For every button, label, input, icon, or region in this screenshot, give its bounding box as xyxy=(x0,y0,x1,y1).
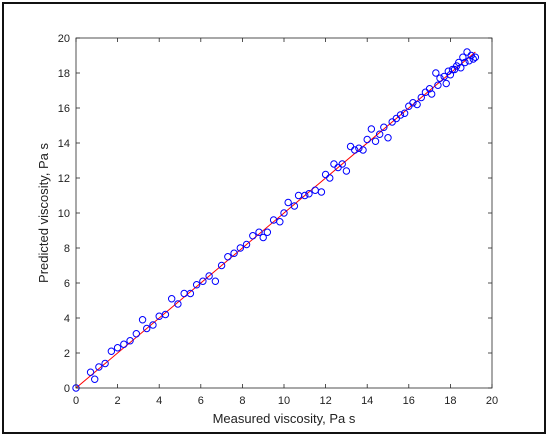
y-tick-label: 18 xyxy=(58,68,70,80)
data-point xyxy=(380,123,388,131)
y-tick-label: 10 xyxy=(58,208,70,220)
data-point xyxy=(432,69,440,77)
data-point xyxy=(107,347,116,355)
data-point xyxy=(211,277,220,285)
data-point xyxy=(217,261,226,270)
data-point xyxy=(413,100,421,109)
scatter-plot: 0 2 4 6 8 10 12 14 16 18 20 0 2 4 6 8 10 12 14 16 18 20 Meas… xyxy=(36,33,498,426)
data-point xyxy=(143,324,151,333)
data-point xyxy=(113,344,122,352)
x-tick-label: 0 xyxy=(73,395,79,407)
data-point xyxy=(471,53,480,61)
x-tick-label: 16 xyxy=(403,395,415,407)
data-point xyxy=(375,130,384,138)
data-point xyxy=(305,190,313,198)
data-point xyxy=(417,93,425,102)
data-point xyxy=(138,316,147,324)
data-point xyxy=(199,277,207,285)
y-tick-label: 16 xyxy=(58,103,70,115)
data-point xyxy=(301,191,309,200)
x-axis-ticks: 0 2 4 6 8 10 12 14 16 18 20 xyxy=(73,38,498,407)
y-tick-label: 6 xyxy=(64,278,70,290)
data-point xyxy=(396,111,405,119)
data-point xyxy=(276,218,284,226)
data-point xyxy=(284,198,292,207)
series-layer xyxy=(72,48,480,392)
data-point xyxy=(255,228,263,236)
x-tick-label: 20 xyxy=(486,395,498,407)
data-point xyxy=(342,167,351,175)
data-point xyxy=(91,375,99,383)
figure-frame: 0 2 4 6 8 10 12 14 16 18 20 0 2 4 6 8 10 12 14 16 18 20 Meas… xyxy=(2,2,546,434)
x-tick-label: 2 xyxy=(115,395,121,407)
data-point xyxy=(367,125,376,133)
data-point xyxy=(371,137,380,145)
data-point xyxy=(120,340,128,348)
data-point xyxy=(86,368,95,376)
data-point xyxy=(359,146,367,154)
x-tick-label: 4 xyxy=(156,395,162,407)
data-point xyxy=(400,109,409,117)
data-point xyxy=(363,135,371,144)
x-tick-label: 18 xyxy=(444,395,456,407)
data-point xyxy=(436,74,444,82)
y-tick-label: 20 xyxy=(58,33,70,45)
data-point xyxy=(242,240,251,249)
data-point xyxy=(469,55,477,63)
data-point xyxy=(263,228,272,236)
y-tick-label: 0 xyxy=(64,383,70,395)
fit-line xyxy=(75,51,476,389)
data-point xyxy=(95,363,103,371)
data-point xyxy=(409,99,417,107)
y-axis-label: Predicted viscosity, Pa s xyxy=(36,143,51,283)
data-point xyxy=(317,188,326,196)
x-axis-label: Measured viscosity, Pa s xyxy=(213,411,356,426)
data-point xyxy=(351,146,359,154)
data-point xyxy=(457,64,465,72)
data-point xyxy=(249,232,257,240)
x-tick-label: 14 xyxy=(361,395,373,407)
data-point xyxy=(230,249,238,257)
y-tick-label: 8 xyxy=(64,243,70,255)
data-point xyxy=(434,81,442,89)
data-point xyxy=(167,295,176,303)
data-point xyxy=(101,359,109,368)
data-point xyxy=(132,330,141,338)
x-tick-label: 8 xyxy=(239,395,245,407)
x-tick-label: 6 xyxy=(198,395,204,407)
data-point xyxy=(259,233,267,242)
data-point xyxy=(326,174,334,182)
data-point xyxy=(355,144,363,152)
data-point xyxy=(384,134,392,142)
y-tick-label: 12 xyxy=(58,173,70,185)
data-point xyxy=(126,337,134,345)
data-point xyxy=(192,281,201,289)
data-point xyxy=(186,289,195,298)
data-point xyxy=(461,58,469,67)
x-tick-label: 12 xyxy=(319,395,331,407)
x-tick-label: 10 xyxy=(278,395,290,407)
data-point xyxy=(161,310,170,319)
y-axis-ticks: 0 2 4 6 8 10 12 14 16 18 20 xyxy=(58,33,492,395)
data-point xyxy=(205,272,213,280)
data-point xyxy=(280,209,288,217)
data-point xyxy=(338,160,346,168)
data-point xyxy=(149,321,157,329)
y-tick-label: 4 xyxy=(64,313,70,325)
y-tick-label: 14 xyxy=(58,138,70,150)
data-point xyxy=(427,90,436,98)
data-point xyxy=(224,253,232,261)
y-tick-label: 2 xyxy=(64,348,70,360)
data-point xyxy=(236,244,245,252)
data-point xyxy=(290,202,299,210)
data-point xyxy=(174,300,182,308)
data-point xyxy=(442,79,450,88)
